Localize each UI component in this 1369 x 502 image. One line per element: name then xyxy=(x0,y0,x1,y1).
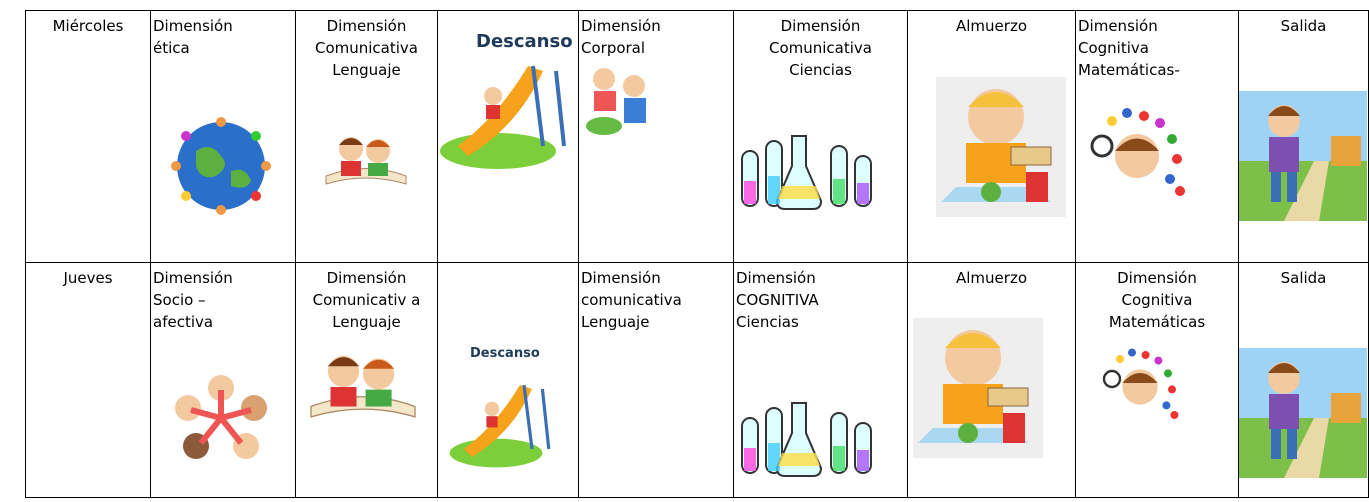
cell-text: Ciencias xyxy=(736,313,799,331)
cell-text: Lenguaje xyxy=(332,313,401,331)
cell-text: Dimensión xyxy=(326,17,407,35)
cell-text: Ciencias xyxy=(789,61,852,79)
activity-image xyxy=(156,116,286,222)
schedule-cell: Dimensión Cognitiva Matemáticas- xyxy=(1075,10,1239,263)
schedule-cell: Dimensión ética xyxy=(150,10,296,263)
schedule-cell: Almuerzo xyxy=(907,10,1076,263)
cell-text: Dimensión xyxy=(780,17,861,35)
schedule-cell: Salida xyxy=(1238,10,1369,263)
schedule-cell: Almuerzo xyxy=(907,262,1076,498)
activity-image xyxy=(316,131,416,197)
cell-text: ética xyxy=(153,39,190,57)
schedule-cell: Dimensión comunicativa Lenguaje xyxy=(578,262,734,498)
cell-text: Salida xyxy=(1280,269,1327,287)
cell-text: Lenguaje xyxy=(332,61,401,79)
day-label: Miércoles xyxy=(52,17,124,35)
cell-text: Socio – xyxy=(153,291,206,309)
table-row: Jueves Dimensión Socio – afectiva Dimensión C… xyxy=(25,262,1369,498)
table-row: Miércoles Dimensión ética Dimensión Comunica… xyxy=(25,10,1369,263)
schedule-cell: Descanso xyxy=(437,262,579,498)
schedule-table: Miércoles Dimensión ética Dimensión Comunica… xyxy=(25,10,1369,498)
schedule-cell: Dimensión Comunicativa Ciencias xyxy=(733,10,908,263)
cell-text: Comunicativa xyxy=(768,39,872,57)
schedule-cell: Salida xyxy=(1238,262,1369,498)
cell-text: Dimensión xyxy=(326,269,407,287)
cell-text: COGNITIVA xyxy=(736,291,819,309)
schedule-cell: Dimensión Corporal xyxy=(578,10,734,263)
cell-text: Matemáticas- xyxy=(1078,61,1180,79)
activity-image xyxy=(166,368,276,474)
cell-text: comunicativa xyxy=(581,291,682,309)
activity-image xyxy=(913,318,1043,464)
schedule-cell: Dimensión Comunicativa Lenguaje xyxy=(295,10,438,263)
cell-text: Dimensión xyxy=(1078,17,1158,35)
activity-image xyxy=(734,398,889,484)
cell-text: Corporal xyxy=(581,39,646,57)
cell-text: Matemáticas xyxy=(1108,313,1206,331)
cell-text: Dimensión xyxy=(153,17,233,35)
cell-text: Dimensión xyxy=(153,269,233,287)
schedule-cell: Dimensión Comunicativ a Lenguaje xyxy=(295,262,438,498)
cell-text: Comunicativ a xyxy=(312,291,421,309)
cell-text: Salida xyxy=(1280,17,1327,35)
activity-image xyxy=(1239,91,1367,227)
cell-text: Cognitiva xyxy=(1121,291,1193,309)
day-label: Jueves xyxy=(63,269,113,287)
cell-text: Almuerzo xyxy=(956,17,1027,35)
image-caption: Descanso xyxy=(476,31,573,52)
activity-image xyxy=(579,61,659,152)
activity-image xyxy=(936,77,1066,223)
day-cell: Jueves xyxy=(25,262,151,498)
cell-text: Comunicativa xyxy=(314,39,418,57)
schedule-cell: Descanso xyxy=(437,10,579,263)
activity-image xyxy=(1082,101,1192,207)
schedule-cell: Dimensión Cognitiva Matemáticas xyxy=(1075,262,1239,498)
table-body: Miércoles Dimensión ética Dimensión Comunica… xyxy=(25,10,1369,498)
image-caption: Descanso xyxy=(470,346,540,361)
cell-text: Almuerzo xyxy=(956,269,1027,287)
activity-image xyxy=(448,373,560,474)
cell-text: Dimensión xyxy=(736,269,816,287)
cell-text: Dimensión xyxy=(581,17,661,35)
activity-image xyxy=(734,131,889,217)
activity-image xyxy=(298,348,428,434)
schedule-cell: Dimensión COGNITIVA Ciencias xyxy=(733,262,908,498)
activity-image xyxy=(438,51,578,177)
activity-image xyxy=(1239,348,1367,484)
cell-text: Dimensión xyxy=(1117,269,1197,287)
cell-text: Dimensión xyxy=(581,269,661,287)
cell-text: afectiva xyxy=(153,313,214,331)
activity-image xyxy=(1096,343,1184,428)
cell-text: Cognitiva xyxy=(1078,39,1149,57)
schedule-cell: Dimensión Socio – afectiva xyxy=(150,262,296,498)
cell-text: Lenguaje xyxy=(581,313,650,331)
day-cell: Miércoles xyxy=(25,10,151,263)
